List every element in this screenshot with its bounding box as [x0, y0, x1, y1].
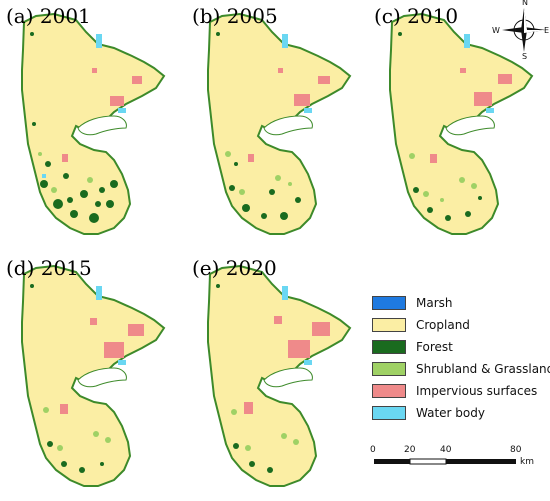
- north-arrow-compass-icon: N S W E: [492, 0, 550, 61]
- swatch: [372, 406, 406, 420]
- land-cover-map-2020: [207, 265, 351, 487]
- legend-label: Shrubland & Grassland: [416, 362, 550, 376]
- legend-item-shrubland-grassland: Shrubland & Grassland: [372, 360, 550, 378]
- panel-label: (b) 2005: [192, 4, 278, 28]
- swatch: [372, 384, 406, 398]
- swatch: [372, 318, 406, 332]
- legend-item-marsh: Marsh: [372, 294, 453, 312]
- land-cover-map-2015: [21, 265, 165, 487]
- scale-tick-label: 0: [370, 445, 376, 455]
- legend-item-water-body: Water body: [372, 404, 485, 422]
- compass-north-label: N: [522, 0, 528, 7]
- scale-tick-label: 80: [510, 445, 522, 455]
- map-panel-2015: (d) 2015: [4, 256, 184, 496]
- panel-label: (c) 2010: [374, 4, 459, 28]
- legend-item-cropland: Cropland: [372, 316, 470, 334]
- map-panel-2020: (e) 2020: [190, 256, 370, 496]
- land-cover-map-2001: [21, 13, 165, 235]
- scale-tick-label: 40: [440, 445, 452, 455]
- scale-tick-label: 20: [404, 445, 416, 455]
- panel-label: (d) 2015: [6, 256, 92, 280]
- panel-label: (e) 2020: [192, 256, 277, 280]
- legend-label: Marsh: [416, 296, 453, 310]
- legend-label: Impervious surfaces: [416, 384, 538, 398]
- map-panel-2010: (c) 2010: [372, 4, 550, 244]
- scale-unit-label: km: [520, 457, 534, 467]
- scale-bar-graphic: [374, 458, 516, 465]
- map-panel-2005: (b) 2005: [190, 4, 370, 244]
- swatch: [372, 340, 406, 354]
- swatch: [372, 362, 406, 376]
- legend-item-forest: Forest: [372, 338, 453, 356]
- compass-west-label: W: [492, 26, 500, 35]
- panel-label: (a) 2001: [6, 4, 91, 28]
- swatch: [372, 296, 406, 310]
- legend: Marsh Cropland Forest Shrubland & Grassl…: [372, 290, 550, 430]
- land-cover-map-2010: [389, 13, 533, 235]
- legend-label: Water body: [416, 406, 485, 420]
- map-panel-2001: (a) 2001: [4, 4, 184, 244]
- legend-label: Cropland: [416, 318, 470, 332]
- legend-item-impervious-surfaces: Impervious surfaces: [372, 382, 537, 400]
- legend-label: Forest: [416, 340, 453, 354]
- land-cover-map-2005: [207, 13, 351, 235]
- compass-east-label: E: [544, 26, 550, 35]
- scale-bar: 0 20 40 80 km: [370, 445, 548, 475]
- compass-south-label: S: [522, 52, 528, 61]
